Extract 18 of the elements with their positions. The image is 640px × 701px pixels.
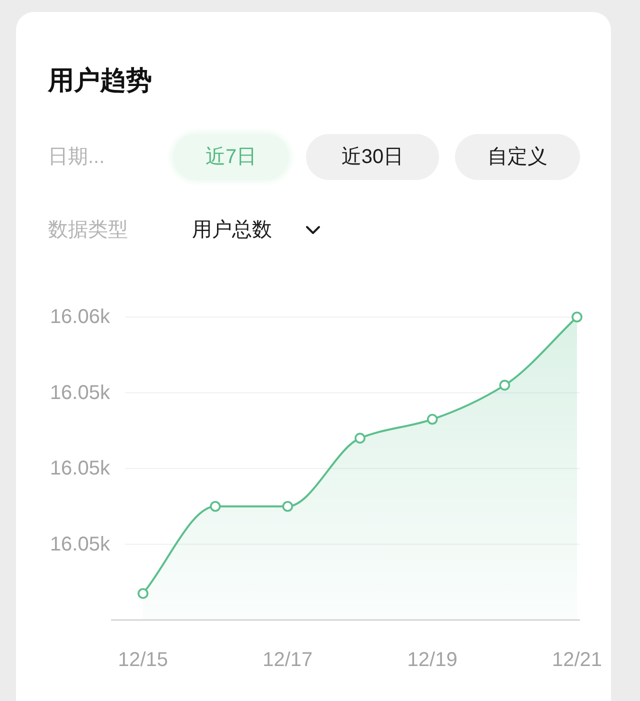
point <box>572 312 582 322</box>
x-tick-label: 12/15 <box>118 649 168 671</box>
point <box>282 500 294 512</box>
x-tick-label: 12/21 <box>552 649 602 671</box>
y-tick-label: 16.05k <box>50 533 110 556</box>
y-tick-label: 16.05k <box>50 458 110 480</box>
x-tick-label: 12/17 <box>262 649 313 671</box>
point <box>138 588 148 599</box>
point <box>426 414 438 425</box>
annotation: 日期... <box>48 145 105 169</box>
point <box>210 500 221 512</box>
y-tick-label: 16.06k <box>50 306 110 328</box>
x-tick-label: 12/19 <box>407 649 458 671</box>
point <box>354 432 366 444</box>
point <box>499 380 510 391</box>
annotation: 数据类型 <box>48 218 128 242</box>
title: 用户趋势 <box>48 64 152 97</box>
y-tick-label: 16.05k <box>50 382 110 404</box>
